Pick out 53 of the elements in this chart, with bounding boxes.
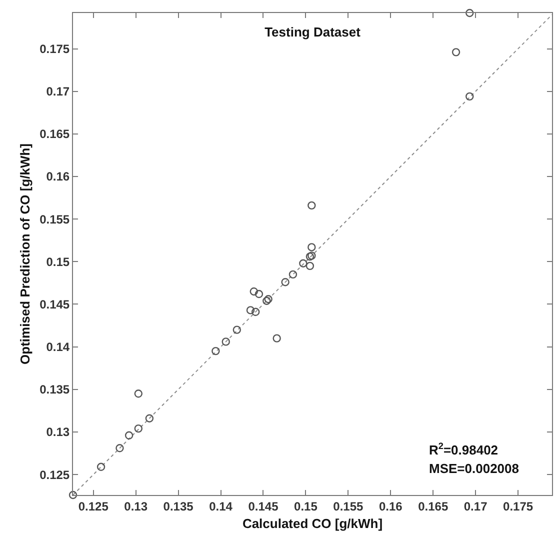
point — [466, 8, 474, 18]
point — [246, 306, 255, 314]
y-tick-label: 0.17 — [46, 84, 70, 99]
point — [308, 243, 316, 252]
point — [145, 414, 154, 422]
point — [272, 334, 281, 342]
y-tick-label: 0.14 — [46, 340, 70, 354]
point — [254, 290, 264, 298]
point — [308, 201, 316, 210]
x-axis-title: Calculated CO [g/kWh] — [242, 516, 383, 531]
point — [134, 390, 142, 398]
x-tick-label: 0.155 — [333, 499, 364, 514]
point — [124, 431, 134, 440]
point — [306, 252, 314, 261]
point — [306, 262, 314, 270]
point — [96, 462, 106, 471]
y-tick-label: 0.13 — [46, 425, 70, 440]
y-tick-label: 0.175 — [40, 42, 70, 56]
text: Testing Dataset — [264, 24, 362, 40]
y-axis-title: Optimised Prediction of CO [g/kWh] — [18, 144, 33, 364]
annotation: R$^{2}$=0.98402 — [429, 441, 498, 458]
x-tick-label: 0.13 — [124, 499, 148, 514]
y-tick-label: 0.155 — [40, 212, 70, 226]
point — [116, 444, 124, 452]
x-tick-label: 0.15 — [294, 499, 318, 514]
point — [308, 252, 316, 260]
x-tick-label: 0.16 — [378, 499, 403, 514]
point — [288, 270, 298, 279]
point — [212, 346, 220, 356]
point — [466, 92, 474, 101]
point — [134, 424, 142, 433]
point — [68, 490, 78, 500]
x-tick-label: 0.17 — [464, 499, 488, 514]
point — [299, 259, 308, 268]
x-tick-label: 0.14 — [209, 499, 233, 514]
point — [252, 308, 260, 316]
point — [232, 326, 242, 334]
y-tick-label: 0.165 — [40, 127, 70, 142]
x-tick-label: 0.135 — [163, 499, 194, 514]
x-tick-label: 0.125 — [78, 499, 109, 514]
y-tick-label: 0.125 — [40, 468, 70, 482]
y-tick-label: 0.145 — [40, 297, 70, 312]
x-tick-label: 0.175 — [503, 499, 534, 514]
point — [250, 287, 258, 296]
point — [281, 278, 290, 286]
annotation: MSE=0.002008 — [429, 461, 519, 476]
y-tick-label: 0.16 — [46, 170, 70, 184]
point — [222, 338, 230, 346]
point — [452, 48, 460, 56]
y-tick-label: 0.15 — [46, 254, 70, 269]
y-tick-label: 0.135 — [40, 382, 70, 397]
x-tick-label: 0.165 — [418, 499, 448, 514]
x-tick-label: 0.145 — [248, 499, 279, 514]
